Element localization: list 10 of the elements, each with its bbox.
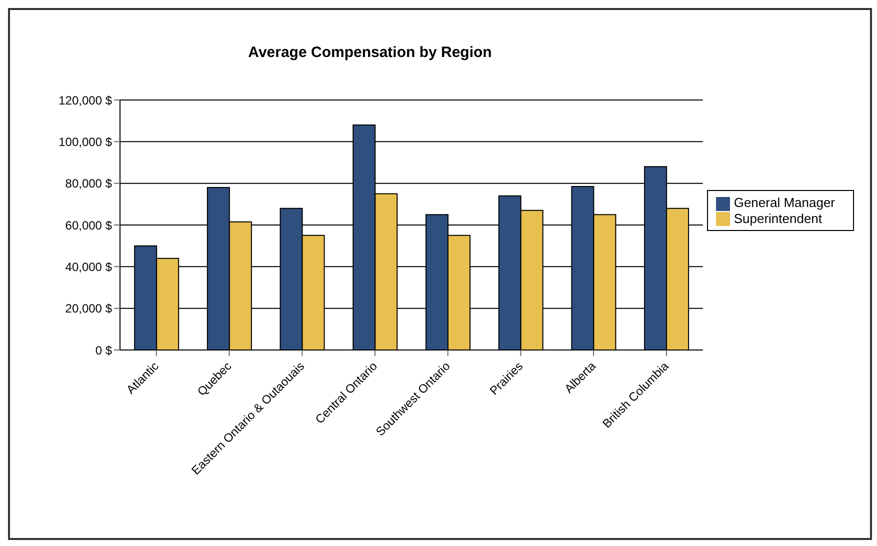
y-tick-label: 100,000 $: [58, 134, 112, 149]
y-tick-label: 60,000 $: [65, 218, 112, 232]
y-tick-label: 20,000 $: [65, 302, 112, 316]
y-tick-label: 80,000 $: [65, 176, 112, 191]
legend-label: Superintendent: [734, 210, 822, 226]
y-tick-label: 40,000 $: [65, 260, 112, 274]
legend-label: General Manager: [734, 195, 835, 210]
chart-title: Average Compensation by Region: [247, 44, 493, 61]
y-tick-label: 0 $: [95, 343, 112, 358]
y-tick-label: 120,000 $: [58, 93, 112, 108]
